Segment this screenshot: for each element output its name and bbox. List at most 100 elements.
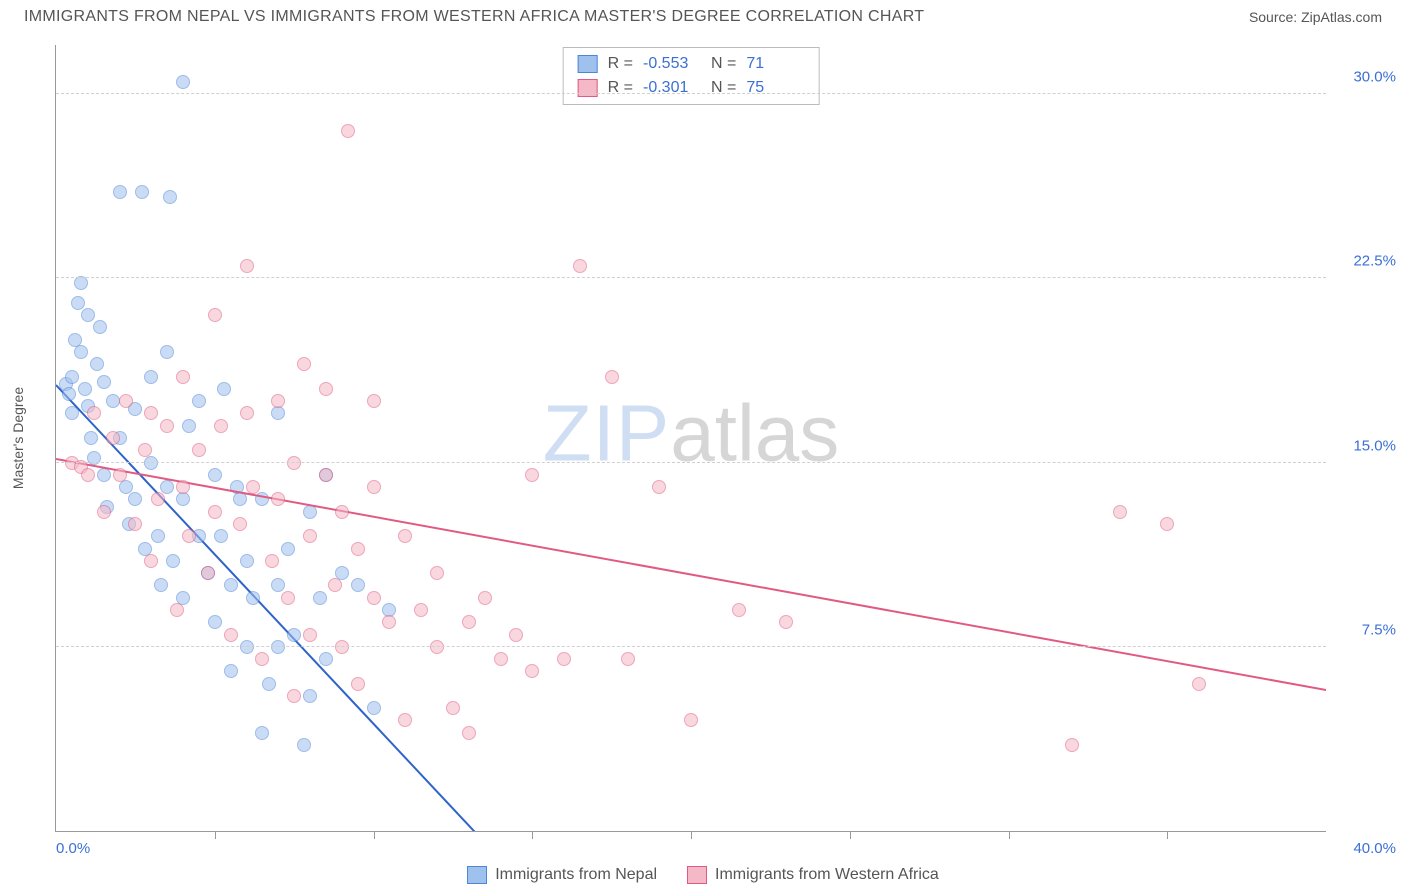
stats-row: R =-0.301N =75 [578,76,805,100]
data-point [367,591,381,605]
data-point [144,406,158,420]
source-link[interactable]: ZipAtlas.com [1301,9,1382,25]
data-point [135,185,149,199]
data-point [297,738,311,752]
data-point [1113,505,1127,519]
data-point [138,443,152,457]
y-tick-label: 15.0% [1336,437,1396,454]
data-point [271,394,285,408]
data-point [154,578,168,592]
data-point [478,591,492,605]
x-tick [215,831,216,839]
data-point [557,652,571,666]
data-point [462,726,476,740]
data-point [90,357,104,371]
data-point [398,529,412,543]
watermark: ZIPatlas [543,387,839,479]
data-point [84,431,98,445]
data-point [97,375,111,389]
data-point [1160,517,1174,531]
data-point [271,492,285,506]
data-point [151,492,165,506]
trend-line [56,385,476,831]
data-point [319,382,333,396]
data-point [255,726,269,740]
data-point [208,308,222,322]
data-point [240,259,254,273]
data-point [208,468,222,482]
data-point [224,664,238,678]
data-point [182,529,196,543]
data-point [65,406,79,420]
data-point [176,75,190,89]
legend-item: Immigrants from Nepal [467,866,657,884]
data-point [201,566,215,580]
data-point [367,701,381,715]
data-point [240,640,254,654]
grid-line [56,646,1326,647]
data-point [113,468,127,482]
data-point [351,677,365,691]
source-attribution: Source: ZipAtlas.com [1249,9,1382,25]
data-point [97,468,111,482]
data-point [319,468,333,482]
data-point [192,443,206,457]
legend-label: Immigrants from Nepal [495,866,657,884]
data-point [303,529,317,543]
data-point [313,591,327,605]
data-point [271,578,285,592]
data-point [335,640,349,654]
data-point [214,419,228,433]
legend-swatch [467,866,487,884]
data-point [1065,738,1079,752]
x-max-label: 40.0% [1336,840,1396,857]
data-point [74,276,88,290]
grid-line [56,462,1326,463]
data-point [287,689,301,703]
data-point [160,345,174,359]
trend-line [56,458,1326,691]
data-point [87,406,101,420]
data-point [319,652,333,666]
data-point [684,713,698,727]
data-point [163,190,177,204]
data-point [605,370,619,384]
data-point [93,320,107,334]
data-point [367,480,381,494]
data-point [170,603,184,617]
data-point [81,308,95,322]
data-point [255,652,269,666]
data-point [525,664,539,678]
stats-row: R =-0.553N =71 [578,52,805,76]
data-point [382,615,396,629]
data-point [281,591,295,605]
x-tick [1167,831,1168,839]
x-tick [1009,831,1010,839]
scatter-chart: Master's Degree ZIPatlas R =-0.553N =71R… [55,45,1326,832]
data-point [106,431,120,445]
grid-line [56,277,1326,278]
x-tick [374,831,375,839]
data-point [462,615,476,629]
data-point [62,387,76,401]
data-point [166,554,180,568]
data-point [144,370,158,384]
data-point [246,591,260,605]
data-point [271,406,285,420]
x-tick [850,831,851,839]
data-point [246,480,260,494]
data-point [414,603,428,617]
data-point [303,689,317,703]
data-point [240,406,254,420]
data-point [297,357,311,371]
x-tick [532,831,533,839]
data-point [262,677,276,691]
series-swatch [578,55,598,73]
data-point [351,542,365,556]
data-point [144,554,158,568]
data-point [351,578,365,592]
stats-box: R =-0.553N =71R =-0.301N =75 [563,47,820,105]
data-point [74,345,88,359]
data-point [240,554,254,568]
data-point [119,480,133,494]
